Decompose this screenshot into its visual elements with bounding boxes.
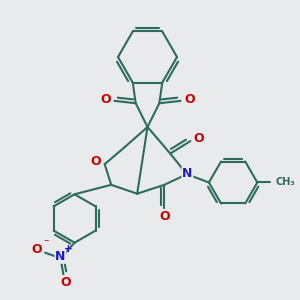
Text: +: + [64,244,73,254]
Text: O: O [160,210,170,223]
Text: O: O [184,94,195,106]
Text: O: O [193,132,204,145]
Text: O: O [91,155,101,168]
Text: ⁻: ⁻ [44,238,49,248]
Text: N: N [182,167,193,180]
Text: CH₃: CH₃ [275,178,295,188]
Text: N: N [55,250,66,263]
Text: O: O [60,276,71,289]
Text: O: O [32,243,42,256]
Text: O: O [100,94,111,106]
